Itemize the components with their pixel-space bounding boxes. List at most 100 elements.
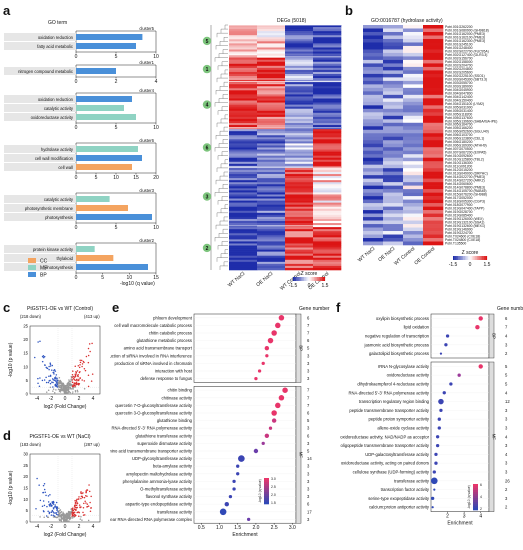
x-tick-label: 0: [64, 524, 67, 530]
heat-cell: [423, 45, 444, 50]
volcano-point: [46, 367, 48, 369]
gene-label: Potri.005G031400: [445, 109, 473, 113]
heat-cell: [383, 234, 404, 239]
volcano-point: [84, 514, 86, 516]
term-label: phenylalanine ammonia-lyase activity: [123, 479, 193, 484]
gene-number: 3: [505, 417, 508, 422]
enrichment-dot: [275, 322, 281, 329]
enrichment-dot: [246, 517, 251, 522]
heat-cell: [229, 223, 258, 226]
heat-cell: [285, 114, 314, 118]
volcano-point: [79, 364, 81, 366]
gene-number: 7: [307, 331, 310, 336]
heat-cell: [403, 220, 424, 225]
gene-label: Potri.002G204800: [445, 67, 473, 71]
heat-cell: [363, 80, 384, 85]
volcano-point: [68, 383, 71, 386]
volcano-point: [44, 491, 46, 493]
volcano-point: [45, 391, 48, 393]
term-label-bg: [4, 67, 76, 75]
heat-cell: [285, 184, 314, 187]
heat-cell: [257, 33, 286, 36]
colorbar-segment: [264, 492, 269, 495]
heat-cell: [285, 100, 314, 103]
heat-cell: [313, 180, 342, 183]
panel-a-bars: GO term cluster5 oxidation reduction fatty…: [4, 20, 159, 287]
enrichment-dot: [445, 334, 450, 338]
volcano-point: [48, 505, 51, 507]
gene-number: 3: [307, 376, 310, 381]
gene-number: 3: [307, 517, 310, 522]
heat-cell: [383, 157, 404, 162]
mf-strip: [295, 386, 302, 524]
volcano-point: [49, 493, 51, 496]
heat-cell: [285, 263, 314, 267]
heat-cell: [383, 192, 404, 197]
volcano-title: PtGSTF1-OE vs WT (Control): [27, 306, 93, 312]
volcano-point: [49, 374, 52, 377]
tick-label: 0: [75, 275, 78, 281]
term-label: chitinase activity: [162, 395, 193, 400]
heat-cell: [257, 61, 286, 65]
cluster-badge-number: 2: [206, 246, 209, 252]
term-label-bg: [4, 163, 76, 171]
term-label-bg: [4, 113, 76, 121]
volcano-point: [74, 508, 76, 510]
heat-cell: [285, 69, 314, 73]
tick-label: 0: [75, 125, 78, 131]
volcano-point: [74, 379, 76, 382]
heat-cell: [363, 220, 384, 225]
volcano-point: [88, 490, 91, 493]
volcano-point: [48, 375, 50, 377]
heat-cell: [313, 49, 342, 52]
enrichment-dot: [271, 330, 277, 336]
panel-letter-e: e: [112, 300, 120, 315]
heat-cell: [313, 120, 342, 124]
volcano-point: [74, 373, 76, 375]
colorbar-segment: [264, 486, 269, 489]
enrichment-dot: [438, 398, 444, 405]
volcano-point: [46, 505, 48, 508]
enrichment-dot: [437, 426, 441, 430]
volcano-point: [49, 365, 52, 367]
zscore-gradient: [481, 256, 484, 260]
heat-cell: [313, 216, 342, 220]
heat-cell: [383, 136, 404, 141]
legend-label: CC: [40, 259, 48, 265]
heat-cell: [229, 96, 258, 99]
term-label: allene-oxide cyclase activity: [377, 426, 430, 431]
volcano-point: [73, 376, 76, 378]
colorbar-segment: [264, 496, 269, 499]
y-tick-label: 30: [23, 452, 28, 457]
heat-cell: [285, 149, 314, 152]
tick-label: 10: [153, 125, 159, 131]
volcano-point: [56, 386, 59, 388]
gene-label: Potri.001G162100 (PME3): [445, 35, 485, 39]
gene-label: Potri.002G204700: [445, 63, 473, 67]
cluster-badge: [202, 243, 212, 253]
heat-cell: [363, 164, 384, 169]
heat-cell: [285, 63, 314, 67]
gene-label: Potri.019G047400 (TAPP): [445, 207, 484, 211]
x-tick-label: 2: [446, 514, 449, 520]
heat-cell: [257, 218, 286, 222]
term-label: oxidation reduction: [38, 97, 74, 102]
heat-cell: [229, 133, 258, 136]
volcano-point: [90, 380, 93, 382]
heat-cell: [423, 59, 444, 64]
volcano-point: [69, 391, 71, 394]
heat-cell: [257, 116, 286, 120]
volcano-point: [52, 388, 55, 390]
heat-cell: [423, 115, 444, 120]
zscore-gradient: [294, 277, 297, 281]
volcano-point: [85, 355, 88, 358]
heat-cell: [383, 105, 404, 110]
gene-label: Potri.012G015200: [445, 168, 473, 172]
zscore-gradient: [293, 277, 295, 281]
heat-cell: [285, 37, 314, 40]
volcano-point: [43, 379, 46, 381]
volcano-point: [73, 377, 75, 380]
heat-cell: [363, 140, 384, 145]
gene-label: Potri.005G139600 (SABA/iSA-iPE): [445, 119, 497, 123]
colorbar-tick: 6: [480, 483, 482, 487]
